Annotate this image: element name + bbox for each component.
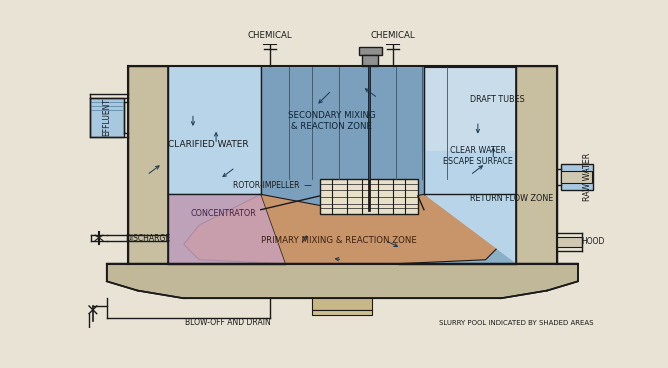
Text: CLARIFIED WATER: CLARIFIED WATER [168, 140, 248, 149]
Text: EFFLUENT: EFFLUENT [102, 98, 112, 136]
Polygon shape [313, 298, 372, 310]
Polygon shape [561, 171, 592, 183]
Polygon shape [343, 194, 516, 263]
Polygon shape [424, 152, 555, 263]
Polygon shape [313, 310, 372, 315]
Polygon shape [561, 163, 593, 191]
Text: HOOD: HOOD [581, 237, 605, 246]
Text: SLURRY POOL INDICATED BY SHADED AREAS: SLURRY POOL INDICATED BY SHADED AREAS [440, 320, 594, 326]
Polygon shape [359, 47, 381, 55]
Polygon shape [128, 66, 557, 263]
Polygon shape [107, 263, 578, 298]
Polygon shape [168, 194, 285, 263]
Text: PRIMARY MIXING & REACTION ZONE: PRIMARY MIXING & REACTION ZONE [261, 236, 418, 245]
Text: RETURN FLOW ZONE: RETURN FLOW ZONE [470, 194, 553, 203]
Text: BLOW-OFF AND DRAIN: BLOW-OFF AND DRAIN [185, 318, 271, 328]
Polygon shape [261, 67, 424, 210]
Text: DRAFT TUBES: DRAFT TUBES [470, 95, 525, 104]
Text: DISCHARGE: DISCHARGE [125, 234, 170, 243]
Polygon shape [362, 55, 378, 66]
Text: CHEMICAL: CHEMICAL [248, 31, 293, 39]
Text: RAW WATER: RAW WATER [582, 152, 592, 201]
Text: ROTOR-IMPELLER  —: ROTOR-IMPELLER — [233, 181, 313, 190]
Text: CONCENTRATOR: CONCENTRATOR [191, 209, 257, 218]
Polygon shape [516, 66, 557, 263]
Text: SECONDARY MIXING
& REACTION ZONE: SECONDARY MIXING & REACTION ZONE [288, 112, 375, 131]
Polygon shape [168, 194, 343, 263]
Polygon shape [184, 194, 501, 268]
Text: CHEMICAL: CHEMICAL [371, 31, 415, 39]
Polygon shape [90, 98, 124, 137]
Polygon shape [130, 67, 261, 263]
Polygon shape [424, 67, 555, 263]
Polygon shape [557, 237, 582, 247]
Polygon shape [424, 67, 555, 152]
Polygon shape [128, 66, 168, 263]
Text: CLEAR WATER
ESCAPE SURFACE: CLEAR WATER ESCAPE SURFACE [443, 146, 513, 166]
Polygon shape [320, 179, 418, 213]
